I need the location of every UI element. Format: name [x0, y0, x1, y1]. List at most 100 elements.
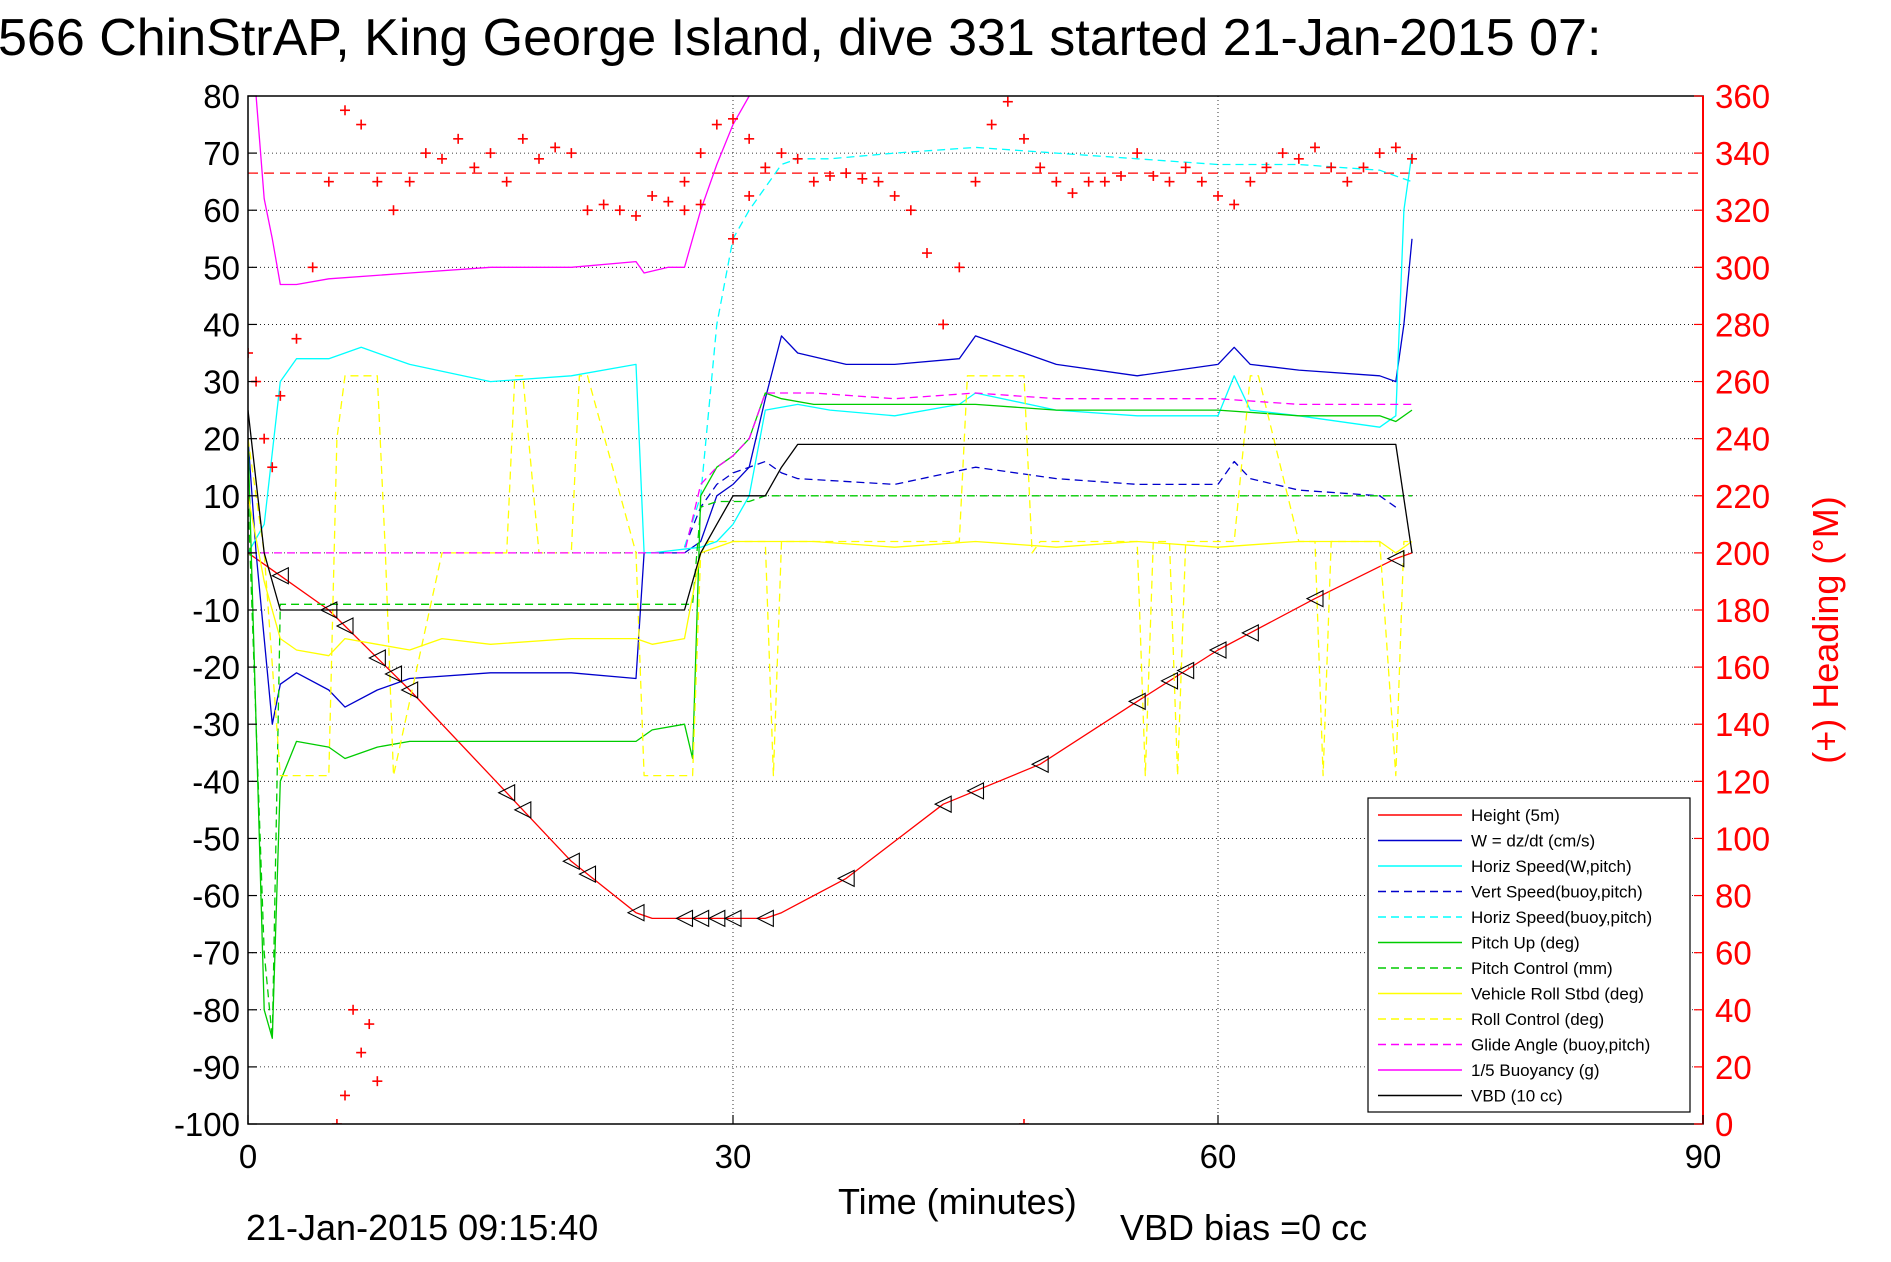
heading-marker-31 — [711, 119, 722, 130]
legend-label-2: Horiz Speed(W,pitch) — [1471, 857, 1632, 876]
heading-marker-66 — [1277, 148, 1288, 159]
heading-outlier-marker-2 — [348, 1004, 359, 1015]
triangle-marker-14 — [723, 909, 742, 928]
heading-marker-53 — [1067, 188, 1078, 199]
heading-marker-43 — [905, 205, 916, 216]
series-line-3 — [683, 460, 1397, 548]
left-tick-label-12: -40 — [192, 763, 240, 800]
series-line-5 — [248, 392, 1413, 1039]
heading-marker-42 — [889, 190, 900, 201]
heading-marker-25 — [614, 205, 625, 216]
heading-marker-17 — [485, 148, 496, 159]
series-line-1 — [248, 238, 1413, 725]
heading-marker-70 — [1342, 176, 1353, 187]
left-tick-label-17: -90 — [192, 1049, 240, 1086]
heading-marker-14 — [437, 153, 447, 164]
series-line-8 — [248, 375, 1412, 777]
heading-marker-36 — [792, 153, 803, 164]
triangle-marker-7 — [513, 800, 532, 819]
heading-marker-39 — [841, 168, 852, 179]
heading-marker-63 — [1229, 199, 1240, 210]
heading-marker-10 — [372, 176, 383, 187]
right-tick-label-14: 80 — [1715, 878, 1752, 915]
heading-outlier-marker-7 — [679, 176, 690, 187]
heading-marker-19 — [517, 133, 528, 144]
left-tick-label-0: 80 — [203, 78, 240, 115]
heading-outlier-marker-3 — [356, 1047, 367, 1058]
heading-marker-44 — [922, 248, 932, 259]
heading-marker-3 — [267, 462, 278, 473]
heading-outlier-marker-9 — [728, 233, 738, 244]
heading-marker-41 — [873, 176, 884, 187]
right-tick-label-7: 220 — [1715, 478, 1770, 515]
triangle-marker-21 — [1160, 671, 1179, 690]
heading-outlier-marker-6 — [1019, 1119, 1029, 1124]
triangle-marker-20 — [1127, 692, 1146, 711]
right-tick-label-2: 320 — [1715, 192, 1770, 229]
triangle-marker-19 — [1030, 755, 1049, 774]
legend-label-9: Glide Angle (buoy,pitch) — [1471, 1036, 1650, 1055]
legend-label-10: 1/5 Buoyancy (g) — [1471, 1061, 1600, 1080]
heading-marker-50 — [1019, 133, 1029, 144]
triangle-marker-16 — [836, 869, 855, 888]
legend-label-3: Vert Speed(buoy,pitch) — [1471, 883, 1643, 902]
heading-marker-9 — [356, 119, 367, 130]
triangle-marker-25 — [1305, 589, 1324, 608]
left-tick-label-15: -70 — [192, 935, 240, 972]
heading-marker-4 — [275, 390, 286, 401]
heading-marker-30 — [695, 199, 706, 210]
heading-marker-47 — [970, 176, 981, 187]
right-tick-label-0: 360 — [1715, 78, 1770, 115]
heading-marker-23 — [582, 205, 593, 216]
series-line-9 — [248, 392, 1412, 554]
x-tick-label-0: 0 — [239, 1138, 257, 1175]
heading-marker-37 — [808, 176, 819, 187]
heading-marker-62 — [1213, 190, 1223, 201]
triangle-marker-1 — [319, 601, 338, 619]
heading-marker-20 — [534, 153, 544, 164]
left-y-axis: 80 70 60 50 40 30 20 10 0 -10 -20 -30 -40 -50 -60 -70 -8… — [174, 78, 257, 1143]
heading-marker-27 — [647, 190, 658, 201]
triangle-marker-3 — [368, 649, 386, 667]
heading-marker-64 — [1245, 176, 1256, 187]
heading-marker-74 — [1407, 153, 1417, 164]
x-tick-label-1: 30 — [715, 1138, 752, 1175]
triangle-marker-5 — [400, 681, 419, 699]
heading-marker-68 — [1310, 142, 1320, 153]
legend-label-11: VBD (10 cc) — [1471, 1087, 1563, 1106]
series-line-0 — [248, 552, 1413, 920]
left-tick-label-16: -80 — [192, 992, 240, 1029]
heading-marker-72 — [1374, 148, 1385, 159]
left-tick-label-3: 50 — [203, 249, 240, 286]
right-tick-label-16: 40 — [1715, 992, 1752, 1029]
right-tick-label-9: 180 — [1715, 592, 1770, 629]
heading-marker-52 — [1051, 176, 1062, 187]
right-tick-label-10: 160 — [1715, 649, 1770, 686]
heading-marker-5 — [291, 333, 302, 344]
right-tick-label-13: 100 — [1715, 820, 1770, 857]
series-line-2 — [248, 153, 1413, 554]
heading-marker-40 — [857, 173, 868, 184]
series-line-10 — [255, 96, 750, 286]
footer-vbd-bias: VBD bias =0 cc — [1120, 1207, 1367, 1248]
series-line-7 — [248, 495, 1413, 657]
legend-label-5: Pitch Up (deg) — [1471, 934, 1580, 953]
left-tick-label-5: 30 — [203, 364, 240, 401]
heading-marker-61 — [1196, 176, 1207, 187]
triangle-marker-9 — [578, 865, 597, 884]
right-tick-label-18: 0 — [1715, 1106, 1733, 1143]
footer-timestamp: 21-Jan-2015 09:15:40 — [246, 1207, 598, 1248]
heading-marker-15 — [453, 133, 464, 144]
heading-marker-45 — [938, 319, 949, 330]
series-line-11 — [248, 410, 1413, 611]
legend: Height (5m) W = dz/dt (cm/s) Horiz Speed(W… — [1367, 797, 1691, 1113]
heading-marker-34 — [760, 162, 771, 173]
heading-marker-29 — [679, 205, 690, 216]
triangle-marker-10 — [626, 903, 645, 922]
left-tick-label-4: 40 — [203, 306, 240, 343]
right-y-axis: 3603403203002802602402202001801601401201… — [1694, 78, 1770, 1143]
heading-marker-56 — [1116, 170, 1126, 181]
left-tick-label-13: -50 — [192, 820, 240, 857]
triangle-marker-8 — [562, 852, 580, 871]
right-tick-label-12: 120 — [1715, 763, 1770, 800]
